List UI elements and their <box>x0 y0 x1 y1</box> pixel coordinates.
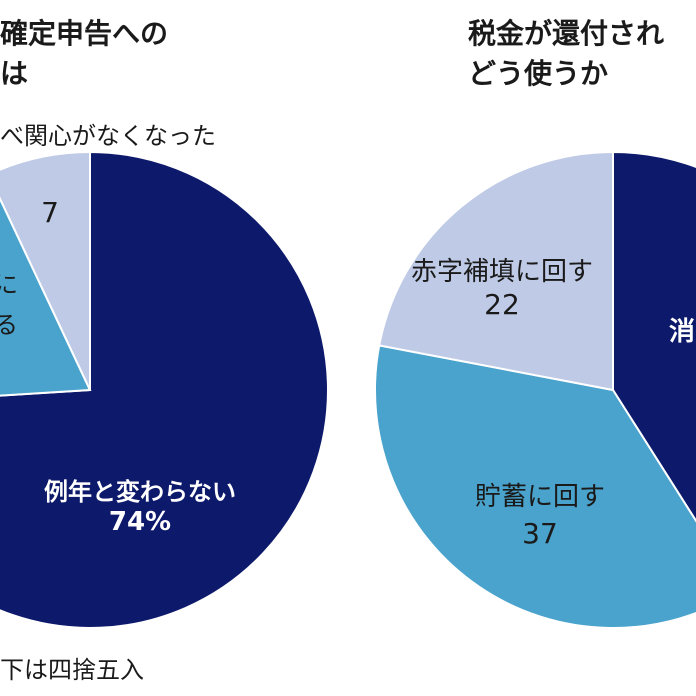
left-pie-slice-2 <box>0 150 91 391</box>
right-slice-value-2: 22 <box>484 288 520 321</box>
right-slice-label-2: 赤字補填に回す <box>411 257 593 287</box>
left-pie-slice-0 <box>0 150 329 629</box>
right-slice-label-1: 貯蓄に回す <box>475 482 605 512</box>
left-chart-footnote: 下は四捨五入 <box>0 656 144 684</box>
left-chart-title-line2: は <box>0 57 29 90</box>
right-pie-slice-1 <box>374 344 696 629</box>
right-pie-slice-0 <box>612 150 696 523</box>
left-slice-label-0: 例年と変わらない <box>44 478 236 506</box>
left-slice-value-0: 74% <box>109 507 171 537</box>
left-slice-value-2: 7 <box>41 196 59 229</box>
left-slice-label-1-line0: に <box>0 271 18 299</box>
left-chart-annotation: べ関心がなくなった <box>0 122 216 150</box>
right-slice-value-1: 37 <box>522 517 558 550</box>
right-slice-label-0: 消 <box>669 317 695 347</box>
left-chart-title-line1: 確定申告への <box>0 17 169 50</box>
right-pie-slice-2 <box>378 150 614 392</box>
left-slice-label-1-line1: る <box>0 311 18 339</box>
right-chart-title-line2: どう使うか <box>468 57 609 90</box>
right-chart-title-line1: 税金が還付され <box>468 17 665 50</box>
